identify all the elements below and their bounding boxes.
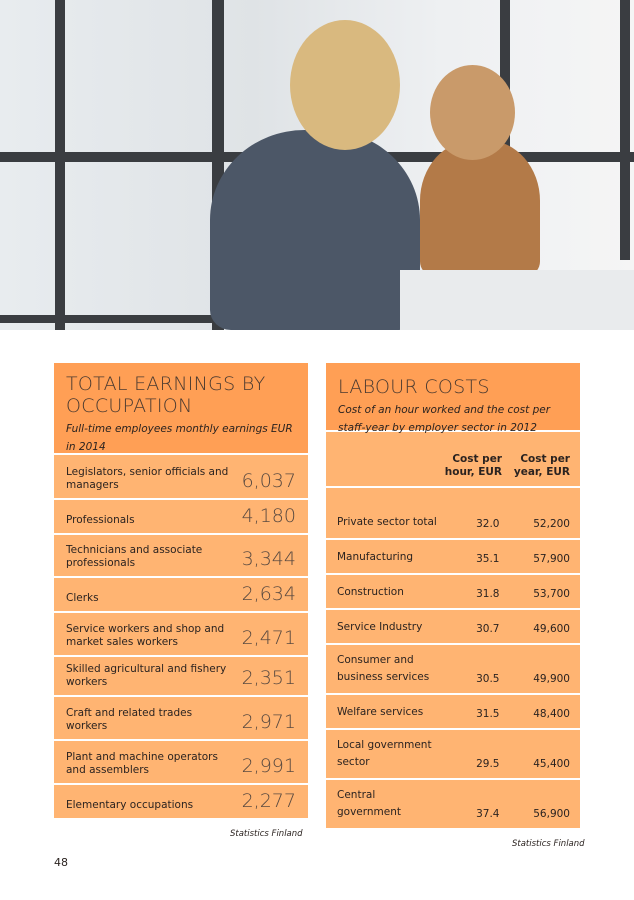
occupation-label: Elementary occupations [66,799,194,811]
hour-cost: 32.0 [476,518,500,530]
occupation-label: Legislators, senior officials and manage… [66,466,229,491]
table-row: Local government sector 29.5 45,400 [326,730,580,780]
office-meeting-photo [0,0,634,330]
table-row: Welfare services 31.5 48,400 [326,695,580,730]
earnings-subtitle: Full-time employees monthly earnings EUR… [66,423,293,453]
earnings-value: 2,634 [241,583,296,605]
labour-source: Statistics Finland [512,839,585,849]
table-row: Legislators, senior officials and manage… [54,455,308,500]
hour-cost: 35.1 [476,553,500,565]
sector-label: Construction [337,586,404,598]
earnings-value: 3,344 [241,548,296,570]
occupation-label: Skilled agricultural and fishery workers [66,663,227,688]
occupation-label: Technicians and associate professionals [66,544,203,569]
year-cost: 45,400 [533,758,570,770]
occupation-label: Craft and related trades workers [66,707,193,732]
hour-cost: 30.7 [476,623,500,635]
table-row: Clerks 2,634 [54,578,308,613]
occupation-label: Service workers and shop and market sale… [66,623,225,648]
labour-column-header: Cost per hour, EUR Cost per year, EUR [326,432,580,488]
table-row: Technicians and associate professionals 3… [54,535,308,578]
earnings-value: 4,180 [241,505,296,527]
earnings-title: TOTAL EARNINGS BY OCCUPATION [66,373,266,417]
year-cost: 53,700 [533,588,570,600]
hour-cost: 31.5 [476,708,500,720]
table-row: Craft and related trades workers 2,971 [54,697,308,741]
table-row: Manufacturing 35.1 57,900 [326,540,580,575]
table-row: Private sector total 32.0 52,200 [326,488,580,540]
sector-label: Welfare services [337,706,424,718]
year-cost: 52,200 [533,518,570,530]
page-number: 48 [54,856,68,869]
sector-label: Central government [337,789,402,818]
sector-label: Consumer and business services [337,654,430,683]
sector-label: Local government sector [337,739,432,768]
year-cost: 49,600 [533,623,570,635]
table-row: Construction 31.8 53,700 [326,575,580,610]
earnings-value: 6,037 [241,470,296,492]
occupation-label: Professionals [66,514,135,526]
year-cost: 57,900 [533,553,570,565]
earnings-value: 2,991 [241,755,296,777]
earnings-value: 2,471 [241,627,296,649]
hour-cost: 29.5 [476,758,500,770]
occupation-label: Clerks [66,592,99,604]
occupation-label: Plant and machine operators and assemble… [66,751,218,776]
earnings-value: 2,971 [241,711,296,733]
earnings-table: TOTAL EARNINGS BY OCCUPATION Full-time e… [54,363,308,820]
year-cost: 48,400 [533,708,570,720]
year-cost: 56,900 [533,808,570,820]
labour-title: LABOUR COSTS [338,376,490,398]
hour-cost: 37.4 [476,808,500,820]
sector-label: Private sector total [337,516,437,528]
year-cost: 49,900 [533,673,570,685]
earnings-value: 2,351 [241,667,296,689]
table-row: Elementary occupations 2,277 [54,785,308,820]
table-row: Service Industry 30.7 49,600 [326,610,580,645]
table-row: Professionals 4,180 [54,500,308,535]
hour-cost: 30.5 [476,673,500,685]
earnings-source: Statistics Finland [230,829,303,839]
hour-cost: 31.8 [476,588,500,600]
labour-costs-table: LABOUR COSTS Cost of an hour worked and … [326,363,580,830]
table-row: Plant and machine operators and assemble… [54,741,308,785]
col-year: Cost per year, EUR [513,453,570,478]
table-row: Service workers and shop and market sale… [54,613,308,657]
table-row: Skilled agricultural and fishery workers… [54,657,308,697]
col-hour: Cost per hour, EUR [444,453,502,478]
earnings-value: 2,277 [241,790,296,812]
sector-label: Service Industry [337,621,423,633]
table-row: Consumer and business services 30.5 49,900 [326,645,580,695]
table-row: Central government 37.4 56,900 [326,780,580,830]
sector-label: Manufacturing [337,551,414,563]
labour-subtitle: Cost of an hour worked and the cost per … [338,404,551,434]
